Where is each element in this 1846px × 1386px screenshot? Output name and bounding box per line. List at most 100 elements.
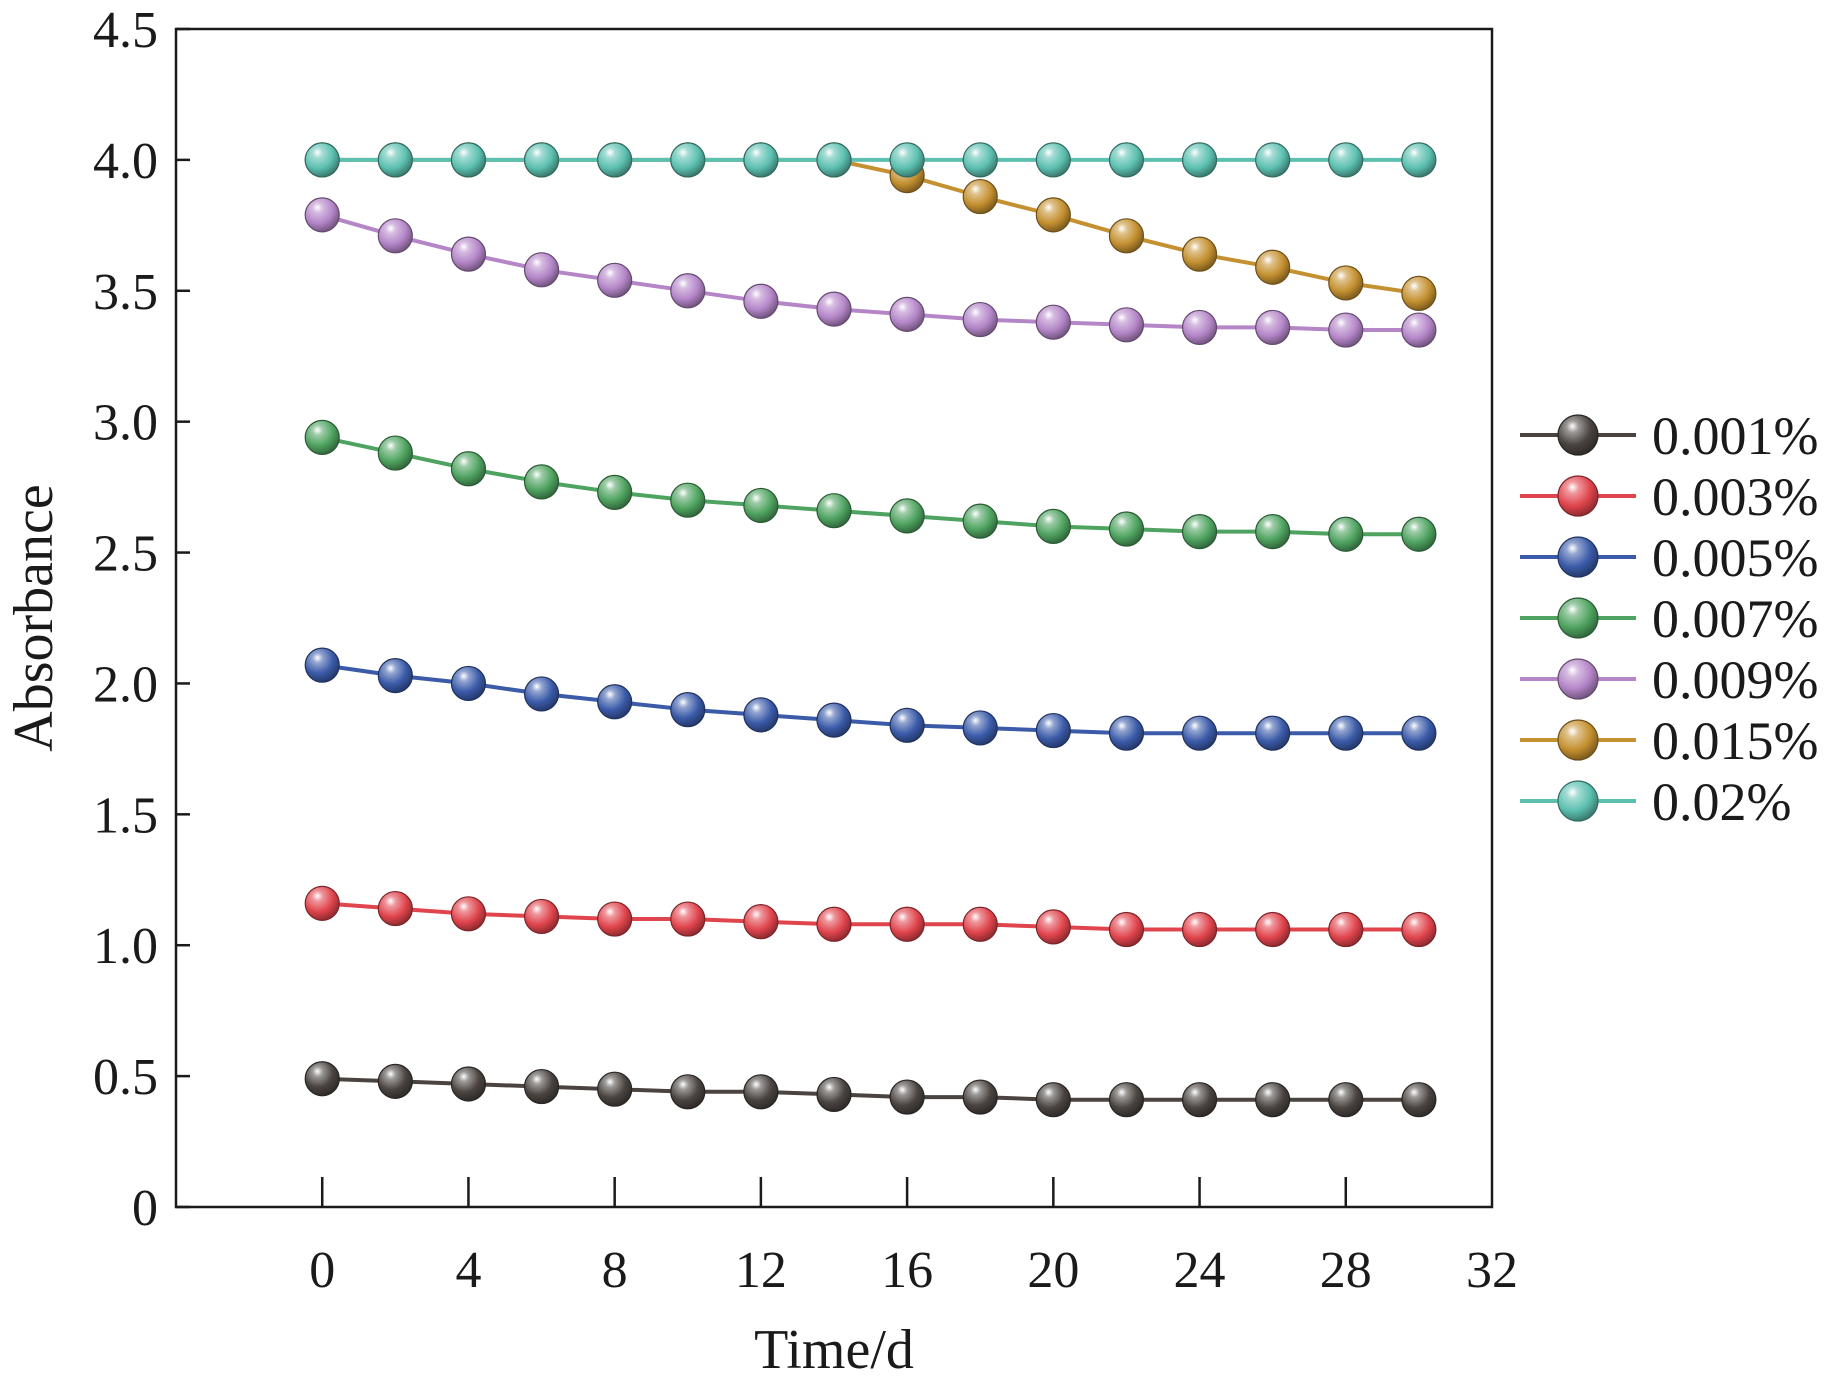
legend-swatch-marker — [1557, 414, 1599, 456]
data-point — [816, 291, 852, 327]
data-point — [743, 697, 779, 733]
data-point — [1255, 1082, 1291, 1118]
data-point — [1181, 142, 1218, 178]
data-point — [889, 906, 925, 942]
data-point — [377, 890, 413, 927]
data-point — [962, 710, 998, 746]
data-point — [816, 906, 852, 942]
series-0-009pct — [304, 197, 1437, 348]
data-point — [1255, 715, 1291, 751]
data-point — [450, 896, 487, 932]
y-tick-label: 2.5 — [93, 526, 158, 583]
data-point — [450, 236, 487, 272]
plot-frame — [174, 27, 1494, 1209]
data-point — [1255, 249, 1291, 285]
data-point — [743, 904, 779, 940]
data-point — [597, 474, 633, 510]
legend-item-0-001pct: 0.001% — [1520, 406, 1818, 466]
data-point — [670, 901, 706, 937]
legend-swatch-marker — [1557, 780, 1599, 822]
data-point — [670, 482, 706, 518]
x-tick-label: 20 — [1027, 1242, 1079, 1299]
data-point — [523, 142, 560, 178]
data-point — [523, 676, 560, 712]
data-point — [377, 218, 413, 254]
data-point — [816, 493, 852, 529]
legend-item-0-003pct: 0.003% — [1520, 467, 1818, 527]
data-point — [670, 142, 706, 178]
y-tick-label: 4.5 — [93, 2, 158, 59]
data-point — [962, 906, 998, 942]
data-point — [304, 647, 340, 683]
legend-swatch-marker — [1557, 475, 1599, 517]
series-0-005pct — [304, 647, 1437, 751]
data-point — [889, 142, 925, 178]
y-tick-label: 4.0 — [93, 133, 158, 190]
data-point — [962, 142, 998, 178]
data-point — [450, 1066, 487, 1102]
data-point — [1108, 218, 1145, 254]
series-line-0-009pct — [321, 212, 1419, 332]
x-tick-label: 32 — [1466, 1242, 1518, 1299]
y-tick-label: 0 — [132, 1180, 158, 1237]
x-tick-label: 8 — [602, 1242, 628, 1299]
series-0-02pct — [304, 142, 1437, 178]
y-tick-label: 2.0 — [93, 656, 158, 713]
data-point — [962, 1079, 998, 1115]
data-point — [1108, 307, 1145, 343]
series-layer — [304, 142, 1437, 1118]
legend-label: 0.001% — [1652, 406, 1818, 466]
legend-label: 0.005% — [1652, 528, 1818, 588]
data-point — [889, 498, 925, 534]
data-point — [523, 1068, 560, 1105]
data-point — [597, 262, 633, 298]
data-point — [1181, 236, 1218, 272]
data-point — [816, 702, 852, 738]
x-tick-label: 24 — [1174, 1242, 1226, 1299]
data-point — [1328, 516, 1364, 552]
legend-label: 0.003% — [1652, 467, 1818, 527]
data-point — [816, 142, 852, 178]
data-point — [1401, 911, 1437, 948]
data-point — [1328, 312, 1364, 348]
data-point — [304, 197, 340, 233]
legend-swatch-marker — [1557, 536, 1599, 578]
legend-swatch-marker — [1557, 658, 1599, 700]
legend-label: 0.02% — [1652, 772, 1791, 832]
data-point — [1035, 197, 1071, 233]
data-point — [1181, 911, 1218, 948]
data-point — [670, 692, 706, 728]
y-axis-title-group: Absorbance — [3, 484, 65, 751]
data-point — [304, 419, 340, 455]
x-tick-label: 16 — [881, 1242, 933, 1299]
data-point — [1401, 142, 1437, 178]
data-point — [1328, 911, 1364, 948]
data-point — [377, 142, 413, 178]
series-line-0-015pct — [322, 157, 1420, 296]
data-point — [962, 178, 998, 215]
data-point — [743, 1074, 779, 1110]
x-tick-label: 28 — [1320, 1242, 1372, 1299]
y-axis-title: Absorbance — [3, 484, 65, 751]
data-point — [450, 665, 487, 702]
y-tick-label: 1.0 — [93, 918, 158, 975]
ticks-layer: 0 0.5 1.0 1.5 2.0 2.5 3.0 3.5 4.0 4.5 0 4 8 12 16 20 24 2… — [93, 2, 1518, 1299]
series-line-0-003pct — [322, 901, 1419, 932]
data-point — [743, 487, 779, 524]
legend-swatch-marker — [1557, 597, 1599, 639]
series-line-0-007pct — [321, 435, 1419, 537]
data-point — [1181, 1082, 1218, 1118]
data-point — [304, 1061, 340, 1097]
data-point — [377, 1063, 413, 1099]
data-point — [523, 898, 560, 935]
data-point — [1328, 715, 1364, 751]
x-tick-label: 4 — [455, 1242, 481, 1299]
data-point — [523, 252, 560, 288]
legend-label: 0.009% — [1652, 650, 1818, 710]
data-point — [1035, 304, 1071, 340]
data-point — [743, 142, 779, 178]
data-point — [1181, 309, 1218, 346]
data-point — [1108, 911, 1145, 948]
data-point — [1255, 309, 1291, 346]
